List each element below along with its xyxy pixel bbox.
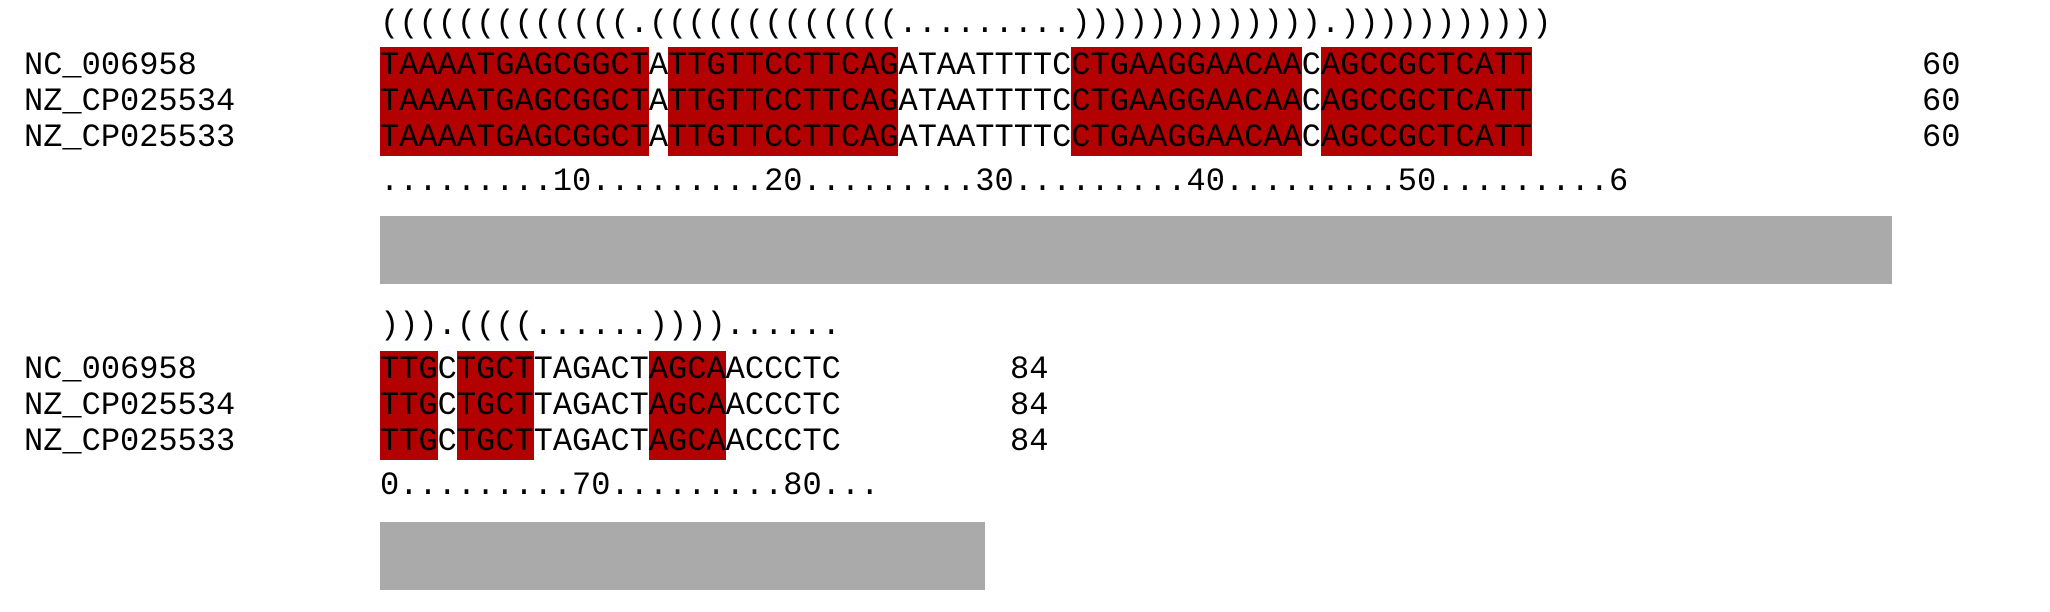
paired-segment: TTGTTCCTTCAG <box>668 119 899 156</box>
paired-segment: AGCCGCTCATT <box>1320 119 1533 156</box>
paired-segment: AGCA <box>648 351 726 388</box>
sequence-end-position: 84 <box>1010 351 1049 388</box>
sequence-row: TAAAATGAGCGGCTATTGTTCCTTCAGATAATTTTCCTGA… <box>380 83 1533 120</box>
unpaired-segment: TAGACT <box>533 423 649 460</box>
paired-segment: AGCCGCTCATT <box>1320 83 1533 120</box>
paired-segment: CTGAAGGAACAA <box>1071 83 1302 120</box>
paired-segment: TAAAATGAGCGGCT <box>380 47 649 84</box>
paired-segment: AGCA <box>648 423 726 460</box>
sequence-end-position: 60 <box>1922 47 1961 84</box>
sequence-end-position: 60 <box>1922 83 1961 120</box>
paired-segment: TTG <box>380 351 438 388</box>
unpaired-segment: ATAATTTTC <box>898 83 1072 120</box>
unpaired-segment: C <box>1301 119 1321 156</box>
unpaired-segment: C <box>1301 47 1321 84</box>
unpaired-segment: ACCCTC <box>725 423 841 460</box>
paired-segment: TGCT <box>456 423 534 460</box>
paired-segment: TGCT <box>456 387 534 424</box>
unpaired-segment: ACCCTC <box>725 351 841 388</box>
paired-segment: TGCT <box>456 351 534 388</box>
sequence-row: TAAAATGAGCGGCTATTGTTCCTTCAGATAATTTTCCTGA… <box>380 119 1533 156</box>
paired-segment: CTGAAGGAACAA <box>1071 47 1302 84</box>
sequence-name: NZ_CP025534 <box>24 83 236 120</box>
sequence-end-position: 84 <box>1010 423 1049 460</box>
unpaired-segment: A <box>648 83 669 120</box>
unpaired-segment: A <box>648 47 669 84</box>
sequence-end-position: 84 <box>1010 387 1049 424</box>
sequence-row: TTGCTGCTTAGACTAGCAACCCTC <box>380 351 841 388</box>
sequence-name: NZ_CP025533 <box>24 423 236 460</box>
paired-segment: TTGTTCCTTCAG <box>668 83 899 120</box>
conservation-bar-1 <box>380 216 1892 284</box>
sequence-row: TTGCTGCTTAGACTAGCAACCCTC <box>380 423 841 460</box>
sequence-name: NC_006958 <box>24 351 197 388</box>
sequence-row: TAAAATGAGCGGCTATTGTTCCTTCAGATAATTTTCCTGA… <box>380 47 1533 84</box>
paired-segment: CTGAAGGAACAA <box>1071 119 1302 156</box>
sequence-end-position: 60 <box>1922 119 1961 156</box>
sequence-name: NZ_CP025533 <box>24 119 236 156</box>
position-ruler-2: 0.........70.........80... <box>380 467 880 504</box>
unpaired-segment: TAGACT <box>533 387 649 424</box>
unpaired-segment: C <box>437 423 457 460</box>
paired-segment: AGCCGCTCATT <box>1320 47 1533 84</box>
paired-segment: AGCA <box>648 387 726 424</box>
paired-segment: TAAAATGAGCGGCT <box>380 119 649 156</box>
structure-line-1: (((((((((((((.(((((((((((((.........))))… <box>380 5 1552 42</box>
unpaired-segment: TAGACT <box>533 351 649 388</box>
paired-segment: TTG <box>380 423 438 460</box>
unpaired-segment: ATAATTTTC <box>898 119 1072 156</box>
sequence-name: NC_006958 <box>24 47 197 84</box>
paired-segment: TTG <box>380 387 438 424</box>
paired-segment: TTGTTCCTTCAG <box>668 47 899 84</box>
structure-line-2: ))).((((......))))...... <box>380 307 841 344</box>
sequence-row: TTGCTGCTTAGACTAGCAACCCTC <box>380 387 841 424</box>
position-ruler-1: .........10.........20.........30.......… <box>380 163 1629 200</box>
unpaired-segment: C <box>1301 83 1321 120</box>
sequence-name: NZ_CP025534 <box>24 387 236 424</box>
unpaired-segment: A <box>648 119 669 156</box>
paired-segment: TAAAATGAGCGGCT <box>380 83 649 120</box>
unpaired-segment: C <box>437 387 457 424</box>
unpaired-segment: ACCCTC <box>725 387 841 424</box>
unpaired-segment: ATAATTTTC <box>898 47 1072 84</box>
conservation-bar-2 <box>380 522 985 590</box>
unpaired-segment: C <box>437 351 457 388</box>
